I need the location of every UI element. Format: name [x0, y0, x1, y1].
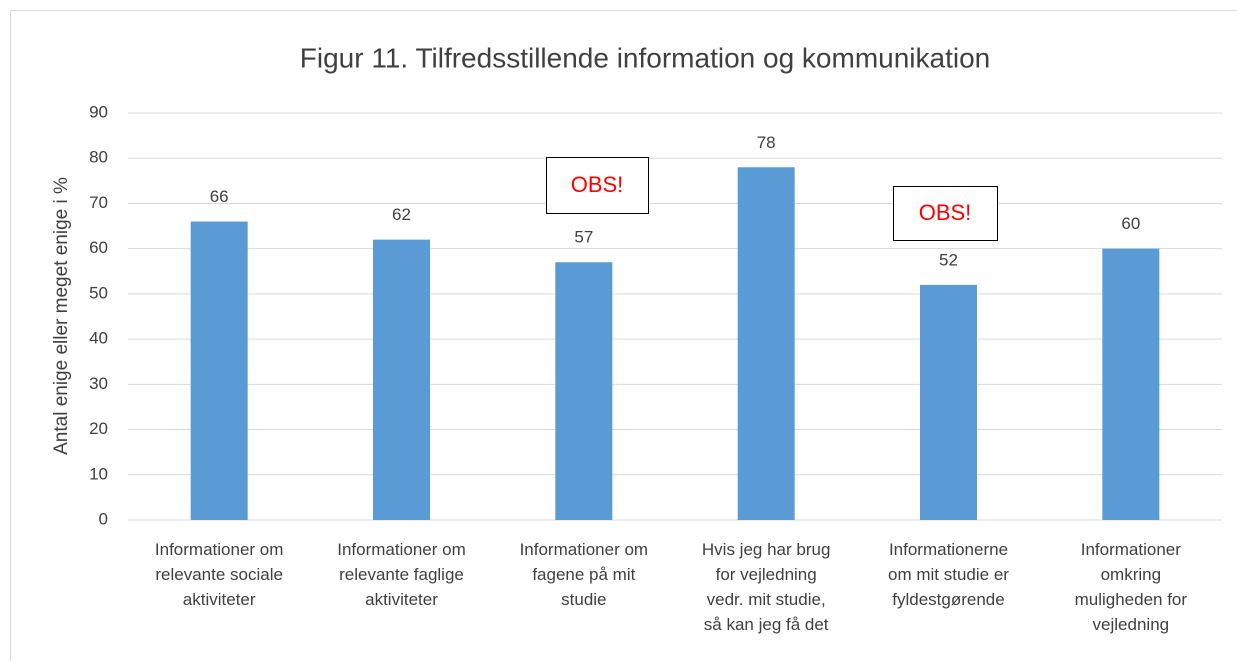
y-tick-label: 70: [89, 193, 108, 212]
annotation-box: [893, 186, 998, 241]
bar: [190, 221, 248, 521]
bar: [555, 262, 613, 520]
data-label: 57: [574, 228, 593, 247]
x-tick-label: Informationerne om mit studie er fyldestgø…: [888, 540, 1009, 609]
y-tick-label: 60: [89, 238, 108, 257]
y-tick-label: 0: [99, 509, 108, 528]
y-tick-label: 90: [89, 102, 108, 121]
x-tick-label: Informationer om relevante faglige aktivit…: [337, 540, 466, 609]
x-tick-label: Informationer omkring muligheden for vejled…: [1075, 540, 1188, 634]
y-tick-label: 40: [89, 329, 108, 348]
y-tick-label: 50: [89, 283, 108, 302]
y-tick-label: 20: [89, 419, 108, 438]
x-tick-label: Informationer om fagene på mit studie: [520, 540, 649, 609]
data-label: 78: [757, 133, 776, 152]
bar: [373, 239, 430, 520]
y-axis-label: Antal enige eller meget enige i %: [51, 177, 72, 455]
annotation-box: [546, 157, 649, 214]
y-tick-label: 80: [89, 148, 108, 167]
bar: [737, 167, 795, 520]
data-label: 62: [392, 205, 411, 224]
x-tick-label: Informationer om relevante sociale aktivit…: [155, 540, 284, 609]
data-label: 66: [210, 187, 229, 206]
y-tick-label: 10: [89, 464, 108, 483]
bar: [920, 284, 977, 520]
data-label: 52: [939, 250, 958, 269]
y-tick-label: 30: [89, 374, 108, 393]
x-tick-label: Hvis jeg har brug for vejledning vedr. mit…: [702, 540, 831, 634]
annotation: OBS!: [571, 172, 624, 197]
data-label: 60: [1121, 214, 1140, 233]
annotation: OBS!: [919, 200, 972, 225]
chart-title: Figur 11. Tilfredsstillende information …: [300, 42, 990, 73]
bar: [1102, 248, 1160, 520]
